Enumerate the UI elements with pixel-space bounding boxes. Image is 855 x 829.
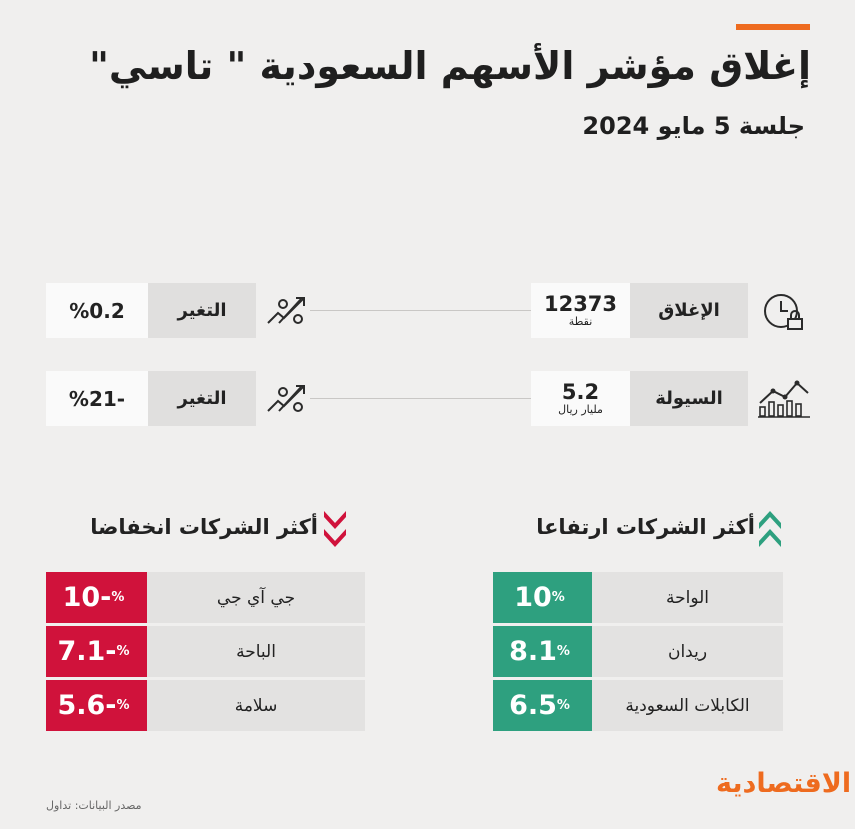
gainers-section: أكثر الشركات ارتفاعا الواحة 10 % ريدان 8… [493, 505, 793, 735]
gainer-value: 8.1 % [493, 626, 592, 677]
loser-value-number: 5.6- [57, 690, 117, 721]
closing-value: 12373 [543, 292, 618, 316]
divider-line [310, 398, 531, 399]
loser-name: سلامة [147, 680, 365, 731]
losers-section: أكثر الشركات انخفاضا جي آي جي 10- % البا… [46, 505, 366, 735]
page-title: إغلاق مؤشر الأسهم السعودية " تاسي" [89, 44, 811, 88]
bar-chart-icon [757, 377, 811, 419]
gainers-title: أكثر الشركات ارتفاعا [536, 515, 755, 539]
percent-trend-icon [265, 293, 311, 329]
clock-lock-icon [762, 291, 808, 333]
gainer-value-unit: % [556, 644, 570, 659]
liquidity-label: السيولة [630, 371, 748, 426]
divider-line [310, 310, 531, 311]
page-subtitle: جلسة 5 مايو 2024 [582, 112, 805, 140]
gainer-value: 6.5 % [493, 680, 592, 731]
stat-row-closing: الإغلاق 12373 نقطة التغير %0.2 [0, 283, 855, 338]
gainer-value: 10 % [493, 572, 592, 623]
gainer-value-unit: % [556, 698, 570, 713]
loser-value-number: 7.1- [57, 636, 117, 667]
liquidity-value: 5.2 [561, 380, 600, 404]
accent-bar [736, 24, 810, 30]
liquidity-value-box: 5.2 مليار ريال [531, 371, 630, 426]
data-source: مصدر البيانات: تداول [46, 799, 142, 812]
gainer-value-number: 6.5 [509, 690, 557, 721]
double-chevron-up-icon [757, 507, 783, 551]
gainer-name: الواحة [592, 572, 783, 623]
double-chevron-down-icon [322, 507, 348, 551]
closing-value-box: 12373 نقطة [531, 283, 630, 338]
gainer-value-unit: % [551, 590, 565, 605]
loser-name: جي آي جي [147, 572, 365, 623]
closing-change-value: %0.2 [46, 283, 148, 338]
loser-value-unit: % [116, 644, 130, 659]
loser-value: 5.6- % [46, 680, 147, 731]
brand-logo: الاقتصادية [716, 768, 852, 799]
closing-change-label: التغير [148, 283, 256, 338]
liquidity-change-value: -%21 [46, 371, 148, 426]
closing-label: الإغلاق [630, 283, 748, 338]
losers-title: أكثر الشركات انخفاضا [90, 515, 318, 539]
loser-value: 7.1- % [46, 626, 147, 677]
loser-value-unit: % [111, 590, 125, 605]
liquidity-unit: مليار ريال [558, 403, 603, 416]
loser-value-number: 10- [62, 582, 112, 613]
percent-trend-icon [265, 381, 311, 417]
gainer-name: الكابلات السعودية [592, 680, 783, 731]
gainer-name: ريدان [592, 626, 783, 677]
stat-row-liquidity: السيولة 5.2 مليار ريال التغير -%21 [0, 371, 855, 426]
loser-name: الباحة [147, 626, 365, 677]
closing-unit: نقطة [568, 315, 593, 328]
gainer-value-number: 8.1 [509, 636, 557, 667]
loser-value: 10- % [46, 572, 147, 623]
loser-value-unit: % [116, 698, 130, 713]
liquidity-change-label: التغير [148, 371, 256, 426]
gainer-value-number: 10 [514, 582, 552, 613]
